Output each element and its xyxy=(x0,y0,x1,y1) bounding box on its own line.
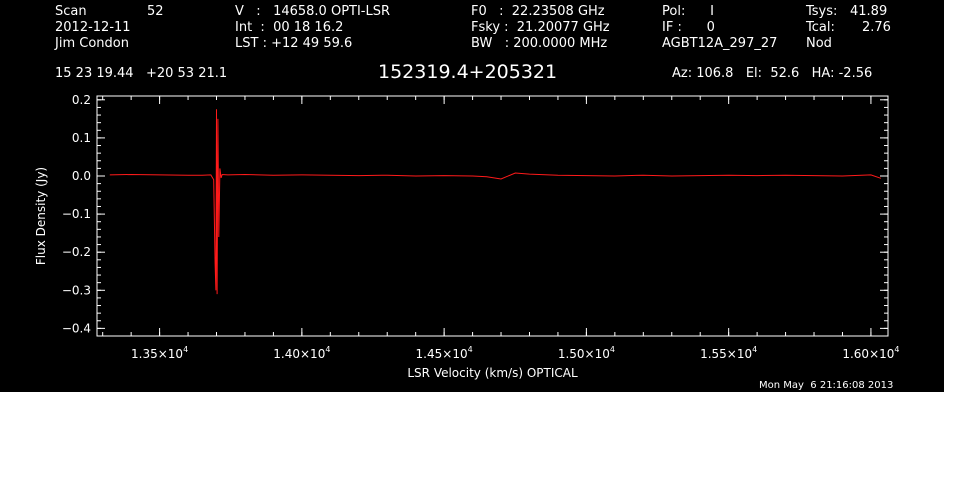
tsys-value: 41.89 xyxy=(850,4,888,19)
y-tick-label: −0.2 xyxy=(62,245,91,259)
pointing-info: Az: 106.8 El: 52.6 HA: -2.56 xyxy=(672,66,873,81)
project-id: AGBT12A_297_27 xyxy=(662,36,778,51)
x-tick-label: 1.35×104 xyxy=(131,345,188,361)
y-axis-label: Flux Density (Jy) xyxy=(34,167,48,265)
observer-name: Jim Condon xyxy=(55,36,129,51)
y-axis: 0.2 0.1 0.0 −0.1 −0.2 −0.3 −0.4 xyxy=(62,93,888,335)
y-tick-label: 0.0 xyxy=(72,169,91,183)
tcal-value: 2.76 xyxy=(862,20,891,35)
spectrum-plot: 0.2 0.1 0.0 −0.1 −0.2 −0.3 −0.4 1.35×104 1.40×1… xyxy=(34,93,899,380)
y-tick-label: −0.1 xyxy=(62,207,91,221)
x-tick-label: 1.50×104 xyxy=(558,345,615,361)
x-tick-label: 1.60×104 xyxy=(842,345,899,361)
y-tick-label: 0.1 xyxy=(72,131,91,145)
x-tick-label: 1.55×104 xyxy=(700,345,757,361)
scan-value: 52 xyxy=(147,4,164,19)
lst-line: LST : +12 49 59.6 xyxy=(235,36,353,51)
tsys-label: Tsys: xyxy=(806,4,838,19)
spectrum-trace xyxy=(109,109,882,295)
x-axis: 1.35×104 1.40×104 1.45×104 1.50×104 1.55×104… xyxy=(102,96,899,361)
sky-frequency-line: Fsky : 21.20077 GHz xyxy=(471,20,610,35)
observing-mode: Nod xyxy=(806,36,832,51)
integration-line: Int : 00 18 16.2 xyxy=(235,20,344,35)
plot-window: Scan 52 2012-12-11 Jim Condon V : 14658.… xyxy=(0,0,944,392)
footer-timestamp: Mon May 6 21:16:08 2013 xyxy=(759,380,894,391)
scan-label: Scan xyxy=(55,4,87,19)
y-tick-label: −0.3 xyxy=(62,283,91,297)
x-axis-label: LSR Velocity (km/s) OPTICAL xyxy=(407,366,578,380)
source-coordinates: 15 23 19.44 +20 53 21.1 xyxy=(55,66,228,81)
source-name: 152319.4+205321 xyxy=(378,61,558,83)
polarization-line: Pol: I xyxy=(662,4,714,19)
tcal-label: Tcal: xyxy=(806,20,835,35)
bandwidth-line: BW : 200.0000 MHz xyxy=(471,36,608,51)
plot-frame xyxy=(96,95,889,337)
x-tick-label: 1.45×104 xyxy=(416,345,473,361)
x-tick-label: 1.40×104 xyxy=(273,345,330,361)
y-tick-label: 0.2 xyxy=(72,93,91,107)
rest-frequency-line: F0 : 22.23508 GHz xyxy=(471,4,605,19)
velocity-line: V : 14658.0 OPTI-LSR xyxy=(235,4,391,19)
observation-date: 2012-12-11 xyxy=(55,20,131,35)
if-line: IF : 0 xyxy=(662,20,715,35)
y-tick-label: −0.4 xyxy=(62,321,91,335)
